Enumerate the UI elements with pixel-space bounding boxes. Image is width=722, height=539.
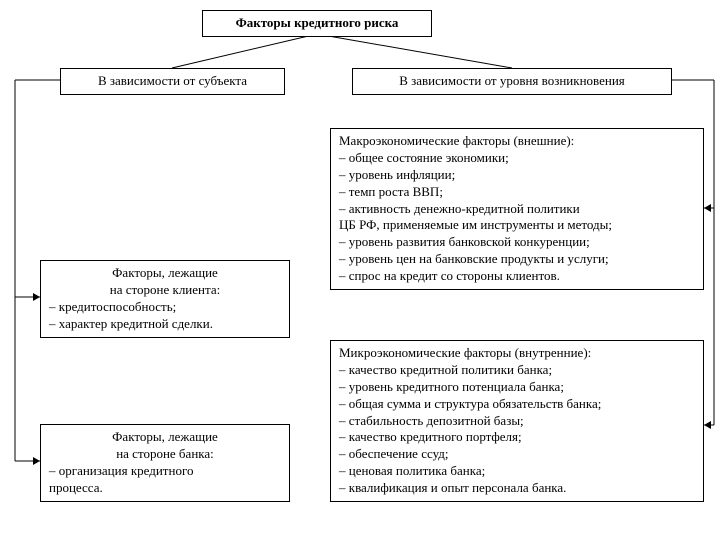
- bank-header2: на стороне банка:: [49, 446, 281, 463]
- list-item: – ценовая политика банка;: [339, 463, 695, 480]
- list-item: – качество кредитной политики банка;: [339, 362, 695, 379]
- list-item: – качество кредитного портфеля;: [339, 429, 695, 446]
- macro-factors-box: Макроэкономические факторы (внешние): – …: [330, 128, 704, 290]
- list-item: – уровень цен на банковские продукты и у…: [339, 251, 695, 268]
- title-box: Факторы кредитного риска: [202, 10, 432, 37]
- list-item: – уровень кредитного потенциала банка;: [339, 379, 695, 396]
- client-items: – кредитоспособность;– характер кредитно…: [49, 299, 281, 333]
- list-item: – общая сумма и структура обязательств б…: [339, 396, 695, 413]
- branch-level-box: В зависимости от уровня возникновения: [352, 68, 672, 95]
- list-item: – характер кредитной сделки.: [49, 316, 281, 333]
- list-item: – квалификация и опыт персонала банка.: [339, 480, 695, 497]
- client-header2: на стороне клиента:: [49, 282, 281, 299]
- micro-factors-box: Микроэкономические факторы (внутренние):…: [330, 340, 704, 502]
- client-header1: Факторы, лежащие: [49, 265, 281, 282]
- client-factors-box: Факторы, лежащие на стороне клиента: – к…: [40, 260, 290, 338]
- title-text: Факторы кредитного риска: [236, 15, 399, 30]
- macro-items: – общее состояние экономики;– уровень ин…: [339, 150, 695, 285]
- list-item: – уровень инфляции;: [339, 167, 695, 184]
- bank-items: – организация кредитногопроцесса.: [49, 463, 281, 497]
- bank-factors-box: Факторы, лежащие на стороне банка: – орг…: [40, 424, 290, 502]
- list-item: – спрос на кредит со стороны клиентов.: [339, 268, 695, 285]
- list-item: ЦБ РФ, применяемые им инструменты и мето…: [339, 217, 695, 234]
- list-item: – активность денежно-кредитной политики: [339, 201, 695, 218]
- branch-level-label: В зависимости от уровня возникновения: [399, 73, 625, 88]
- list-item: – стабильность депозитной базы;: [339, 413, 695, 430]
- micro-items: – качество кредитной политики банка;– ур…: [339, 362, 695, 497]
- list-item: – кредитоспособность;: [49, 299, 281, 316]
- list-item: – обеспечение ссуд;: [339, 446, 695, 463]
- macro-header: Макроэкономические факторы (внешние):: [339, 133, 695, 150]
- list-item: – темп роста ВВП;: [339, 184, 695, 201]
- micro-header: Микроэкономические факторы (внутренние):: [339, 345, 695, 362]
- list-item: – общее состояние экономики;: [339, 150, 695, 167]
- branch-subject-label: В зависимости от субъекта: [98, 73, 247, 88]
- list-item: – организация кредитного: [49, 463, 281, 480]
- branch-subject-box: В зависимости от субъекта: [60, 68, 285, 95]
- list-item: процесса.: [49, 480, 281, 497]
- bank-header1: Факторы, лежащие: [49, 429, 281, 446]
- list-item: – уровень развития банковской конкуренци…: [339, 234, 695, 251]
